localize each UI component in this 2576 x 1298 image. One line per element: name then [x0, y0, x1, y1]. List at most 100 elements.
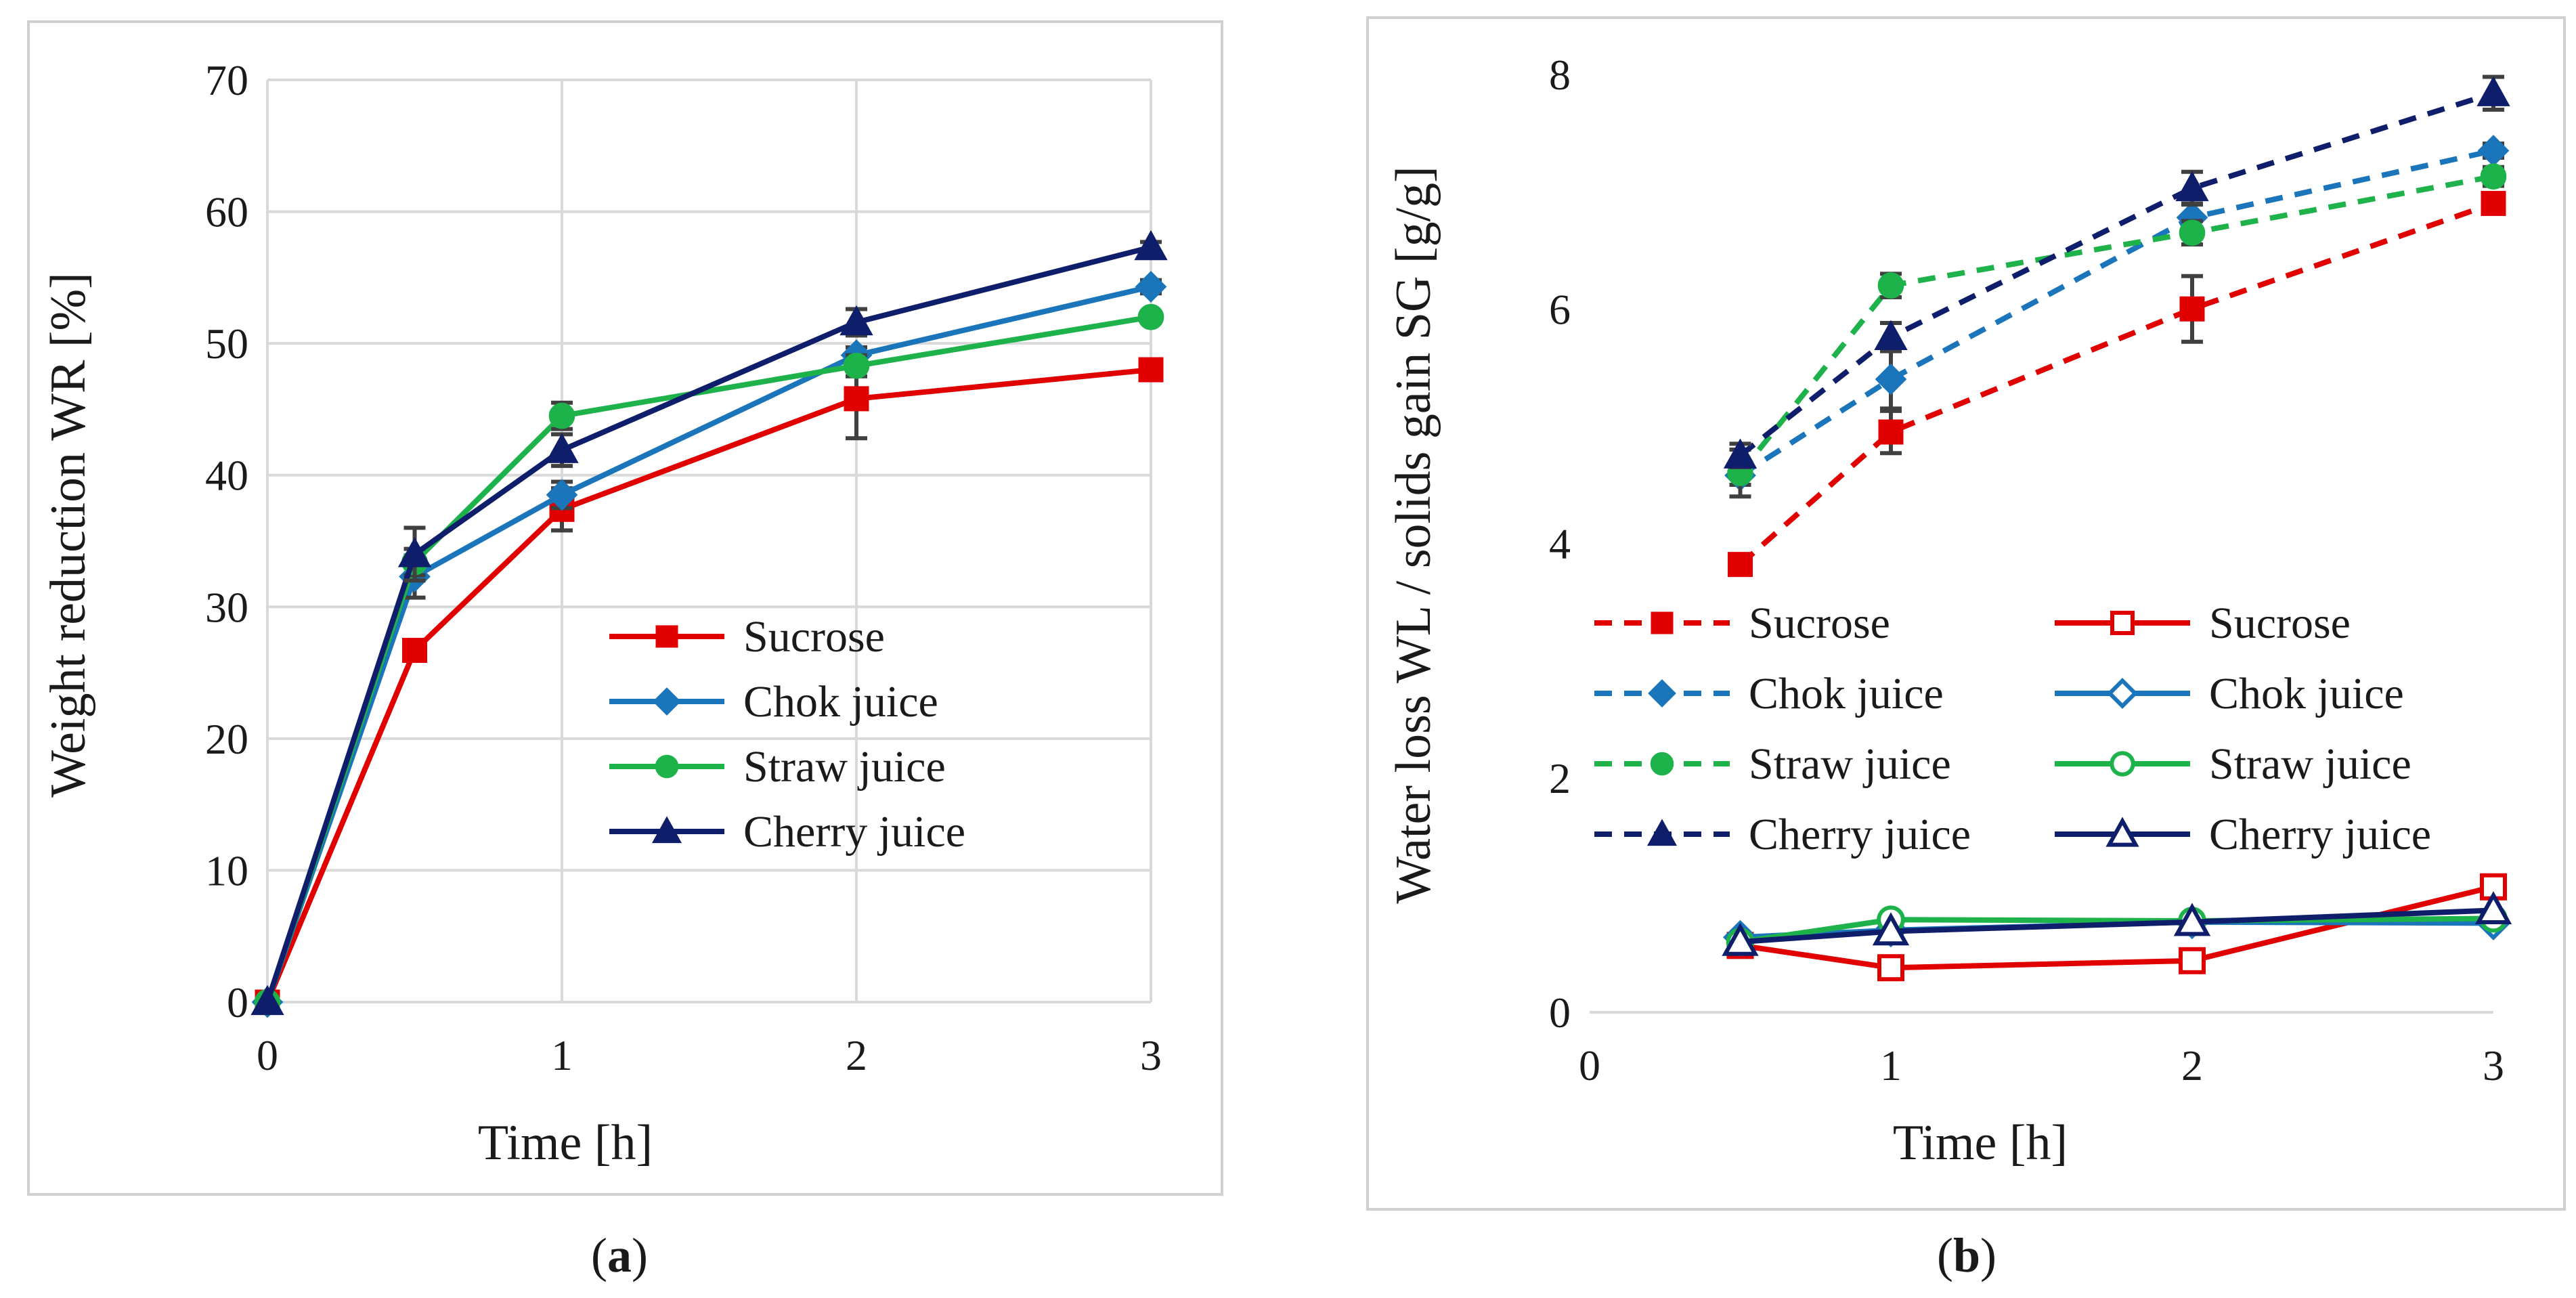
panel-b-legend-straw-juice-dashed: Straw juice: [1594, 739, 1951, 789]
panel-b-series-cherry-juice-dashed-point: [1723, 438, 1758, 469]
panel-b-series-sucrose-dashed-point: [2179, 296, 2205, 322]
panel-b-xtick-label: 2: [2181, 1041, 2203, 1089]
panel-b-xlabel: Time [h]: [1893, 1115, 2068, 1171]
panel-a-series-cherry-juice: [250, 230, 1168, 1016]
panel-b-legend-chok-juice-dashed-marker: [1648, 679, 1676, 708]
panel-b-series-sucrose-dashed-point: [1728, 552, 1753, 578]
panel-b-series-sucrose-open-point: [1877, 954, 1904, 982]
panel-b-series-sucrose-open-point: [2179, 947, 2206, 974]
panel-a-legend-cherry-juice-marker: [651, 816, 682, 844]
panel-b-legend-cherry-juice-dashed: Cherry juice: [1594, 810, 1971, 859]
panel-b-series-straw-juice-dashed-point: [2179, 219, 2206, 246]
panel-a-series-cherry-juice-point: [397, 537, 432, 567]
panel-b-xtick-label: 0: [1579, 1041, 1600, 1089]
panel-a-caption: (a): [591, 1228, 648, 1282]
panel-b-legend-straw-juice-open-marker: [2110, 751, 2135, 777]
panel-b-legend-sucrose-open: Sucrose: [2055, 599, 2351, 648]
panel-b-series-cherry-juice-open: [1722, 891, 2512, 956]
panel-b-series-sucrose-dashed-point: [2481, 190, 2506, 216]
panel-a-xtick-label: 2: [846, 1031, 867, 1079]
panel-b-legend-cherry-juice-dashed-label: Cherry juice: [1749, 810, 1971, 859]
panel-b-legend-sucrose-dashed-label: Sucrose: [1749, 599, 1890, 648]
panel-b-caption-letter: b: [1953, 1228, 1980, 1282]
panel-b-legend-chok-juice-open: Chok juice: [2055, 669, 2404, 718]
panel-b-legend-cherry-juice-dashed-marker: [1646, 819, 1678, 846]
panel-a-ytick-label: 70: [205, 56, 248, 104]
panel-a-legend-sucrose-marker: [655, 625, 678, 648]
panel-b-series-sucrose-dashed-line: [1738, 200, 2495, 567]
panel-b-series-straw-juice-dashed-line: [1738, 173, 2494, 475]
panel-a-ytick-label: 40: [205, 452, 248, 500]
panel-a-legend-chok-juice-label: Chok juice: [743, 677, 938, 727]
panel-b-series-cherry-juice-open-line: [1740, 907, 2494, 945]
panel-a-ytick-label: 60: [205, 188, 248, 236]
panel-a-legend-straw-juice-marker: [655, 754, 679, 779]
panel-b-series-cherry-juice-dashed-point: [2476, 76, 2510, 106]
panel-a-ytick-label: 0: [227, 978, 248, 1026]
panel-b-legend-sucrose-dashed-marker: [1651, 611, 1674, 634]
panel-b-legend-cherry-juice-open-marker: [2105, 817, 2139, 847]
panel-a-series-sucrose-point: [1138, 357, 1164, 383]
panel-a-series-sucrose-point: [402, 637, 427, 663]
panel-a-legend-chok-juice: Chok juice: [609, 677, 938, 727]
panel-b-series-cherry-juice-open-point: [2173, 903, 2211, 936]
panel-b-series-straw-juice-dashed-point: [1877, 272, 1904, 299]
panel-a-series-cherry-juice-point: [839, 305, 873, 336]
panel-b-legend-chok-juice-open-label: Chok juice: [2209, 669, 2404, 718]
panel-a-legend-sucrose-label: Sucrose: [743, 612, 885, 662]
panel-b-series-cherry-juice-dashed-point: [2175, 171, 2209, 202]
panel-b-legend-straw-juice-dashed-marker: [1650, 752, 1674, 776]
panel-a-series-sucrose-point: [844, 386, 869, 412]
panel-a-series-cherry-juice-point: [250, 985, 284, 1016]
panel-a-series-straw-juice-point: [843, 352, 870, 379]
panel-a-ylabel: Weight reduction WR [%]: [41, 272, 96, 798]
panel-b-series-cherry-juice-dashed: [1723, 74, 2510, 469]
panel-b-legend-cherry-juice-open: Cherry juice: [2055, 810, 2431, 859]
panel-a-series-chok-juice-point: [546, 479, 578, 511]
panel-a-ytick-label: 30: [205, 583, 248, 631]
panel-a-ytick-label: 20: [205, 715, 248, 763]
panel-b-ylabel: Water loss WL / solids gain SG [g/g]: [1386, 166, 1441, 904]
panel-b-legend-straw-juice-dashed-label: Straw juice: [1749, 739, 1951, 789]
panel-b-ytick-label: 2: [1549, 754, 1571, 802]
panel-b-legend-cherry-juice-open-label: Cherry juice: [2209, 810, 2431, 859]
panel-b-frame: [1366, 16, 2566, 1211]
panel-a-ytick-label: 10: [205, 846, 248, 894]
panel-b-legend-chok-juice-open-marker: [2107, 678, 2138, 709]
panel-b-series-straw-juice-dashed-point: [2480, 163, 2507, 190]
panel-b-caption: (b): [1937, 1228, 1996, 1282]
panel-b-series-cherry-juice-open-point: [1722, 922, 1759, 956]
panel-b-legend-sucrose-open-label: Sucrose: [2209, 599, 2351, 648]
panel-b-series-chok-juice-dashed-point: [1875, 363, 1907, 395]
panel-a-ytick-label: 50: [205, 320, 248, 368]
panel-a-xtick-label: 1: [551, 1031, 573, 1079]
panel-b-chart: 0 2 4 6 8 0 1 2 3 Sucrose Chok juice Straw juice Ch…: [1366, 16, 2566, 1282]
panel-a-legend-straw-juice-label: Straw juice: [743, 742, 946, 792]
panel-b-series-sucrose-dashed: [1728, 190, 2506, 578]
panel-a-legend-chok-juice-marker: [653, 687, 681, 716]
panel-b-legend-straw-juice-open: Straw juice: [2055, 739, 2411, 789]
panel-b-series-cherry-juice-dashed-point: [1874, 320, 1908, 350]
panel-a-chart: 0 10 20 30 40 50 60 70 0 1 2 3 Sucrose Chok juice Str…: [27, 20, 1223, 1282]
panel-a-legend-cherry-juice: Cherry juice: [609, 807, 965, 857]
panel-b-ytick-label: 4: [1549, 520, 1571, 568]
panel-b-series-straw-juice-open-line: [1739, 915, 2494, 945]
panel-a-legend-sucrose: Sucrose: [609, 612, 885, 662]
panel-b-legend-sucrose-dashed: Sucrose: [1594, 599, 1890, 648]
panel-a-legend-cherry-juice-label: Cherry juice: [743, 807, 965, 857]
panel-b-series-cherry-juice-open-point: [2474, 891, 2512, 925]
panel-b-legend-straw-juice-open-label: Straw juice: [2209, 739, 2411, 789]
panel-a-legend-straw-juice: Straw juice: [609, 742, 946, 792]
panel-a-series-straw-juice-point: [1137, 303, 1164, 330]
panel-b-ytick-label: 8: [1549, 51, 1571, 99]
panel-a-caption-letter: a: [607, 1228, 632, 1282]
panel-b-xtick-label: 1: [1880, 1041, 1902, 1089]
panel-b-series-cherry-juice-open-point: [1872, 912, 1910, 946]
panel-b-ytick-label: 0: [1549, 989, 1571, 1037]
panel-a-series-chok-juice-point: [1135, 271, 1167, 303]
panel-b-series-cherry-juice-dashed-line: [1739, 90, 2495, 458]
panel-b-legend-chok-juice-dashed-label: Chok juice: [1749, 669, 1944, 718]
panel-b-xtick-label: 3: [2483, 1041, 2504, 1089]
panel-a-series-straw-juice-point: [548, 402, 575, 429]
panel-b-legend-sucrose-open-marker: [2110, 611, 2135, 635]
